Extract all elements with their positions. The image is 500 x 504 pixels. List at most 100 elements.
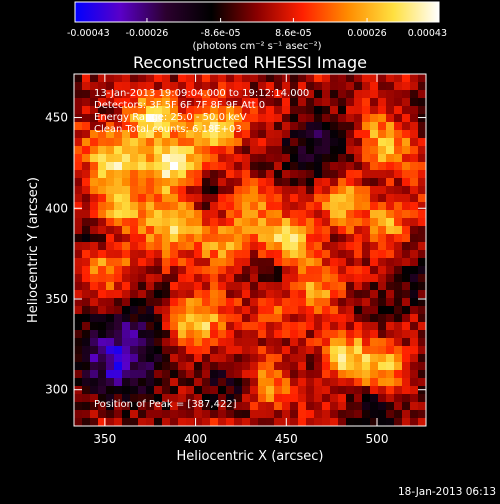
heatmap-cell — [338, 242, 347, 251]
heatmap-cell — [130, 106, 139, 115]
heatmap-cell — [378, 306, 387, 315]
heatmap-cell — [282, 90, 291, 99]
heatmap-cell — [242, 210, 251, 219]
y-tick-label: 400 — [45, 201, 68, 215]
heatmap-cell — [178, 314, 187, 323]
heatmap-cell — [330, 250, 339, 259]
heatmap-cell — [130, 242, 139, 251]
heatmap-cell — [346, 386, 355, 395]
heatmap-cell — [194, 130, 203, 139]
heatmap-cell — [154, 218, 163, 227]
heatmap-cell — [226, 170, 235, 179]
heatmap-cell — [322, 410, 331, 419]
heatmap-cell — [410, 250, 419, 259]
heatmap-cell — [378, 338, 387, 347]
heatmap-cell — [122, 338, 131, 347]
heatmap-cell — [90, 306, 99, 315]
heatmap-cell — [218, 106, 227, 115]
heatmap-cell — [186, 138, 195, 147]
heatmap-cell — [370, 82, 379, 91]
heatmap-cell — [322, 218, 331, 227]
heatmap-cell — [378, 106, 387, 115]
heatmap-cell — [250, 210, 259, 219]
heatmap-cell — [386, 122, 395, 131]
heatmap-cell — [394, 402, 403, 411]
heatmap-cell — [362, 154, 371, 163]
heatmap-cell — [266, 322, 275, 331]
heatmap-cell — [242, 90, 251, 99]
heatmap-cell — [258, 210, 267, 219]
heatmap-cell — [410, 338, 419, 347]
heatmap-cell — [90, 330, 99, 339]
heatmap-cell — [258, 274, 267, 283]
heatmap-cell — [194, 370, 203, 379]
heatmap-cell — [258, 130, 267, 139]
heatmap-cell — [322, 394, 331, 403]
heatmap-cell — [74, 314, 83, 323]
heatmap-cell — [314, 274, 323, 283]
heatmap-cell — [114, 258, 123, 267]
heatmap-cell — [386, 282, 395, 291]
heatmap-cell — [202, 330, 211, 339]
heatmap-cell — [90, 394, 99, 403]
heatmap-cell — [130, 74, 139, 83]
heatmap-cell — [210, 74, 219, 83]
heatmap-cell — [370, 290, 379, 299]
heatmap-cell — [362, 330, 371, 339]
heatmap-cell — [274, 178, 283, 187]
heatmap-cell — [146, 290, 155, 299]
heatmap-cell — [282, 370, 291, 379]
heatmap-cell — [218, 330, 227, 339]
heatmap-cell — [410, 402, 419, 411]
heatmap-cell — [402, 178, 411, 187]
heatmap-cell — [266, 138, 275, 147]
heatmap-cell — [370, 362, 379, 371]
heatmap-cell — [74, 186, 83, 195]
heatmap-cell — [418, 106, 426, 115]
heatmap-cell — [306, 114, 315, 123]
heatmap-cell — [338, 274, 347, 283]
heatmap-cell — [146, 250, 155, 259]
heatmap-cell — [82, 362, 91, 371]
heatmap-cell — [226, 74, 235, 83]
heatmap-cell — [306, 306, 315, 315]
heatmap-cell — [282, 194, 291, 203]
heatmap-cell — [186, 186, 195, 195]
heatmap-cell — [114, 250, 123, 259]
heatmap-cell — [370, 266, 379, 275]
heatmap-cell — [242, 410, 251, 419]
heatmap-cell — [322, 202, 331, 211]
heatmap-cell — [298, 266, 307, 275]
heatmap-cell — [250, 306, 259, 315]
heatmap-cell — [98, 210, 107, 219]
heatmap-cell — [226, 298, 235, 307]
heatmap-cell — [314, 306, 323, 315]
heatmap-cell — [378, 322, 387, 331]
heatmap-cell — [394, 138, 403, 147]
heatmap-cell — [122, 394, 131, 403]
heatmap-cell — [194, 186, 203, 195]
heatmap-cell — [90, 138, 99, 147]
heatmap-cell — [394, 154, 403, 163]
heatmap-cell — [122, 202, 131, 211]
heatmap-cell — [226, 314, 235, 323]
heatmap-cell — [402, 418, 411, 426]
heatmap-cell — [258, 370, 267, 379]
heatmap-cell — [170, 418, 179, 426]
heatmap-cell — [394, 410, 403, 419]
heatmap-cell — [314, 330, 323, 339]
heatmap-cell — [378, 210, 387, 219]
heatmap-cell — [162, 258, 171, 267]
heatmap-cell — [162, 226, 171, 235]
heatmap-cell — [322, 266, 331, 275]
heatmap-cell — [90, 402, 99, 411]
heatmap-cell — [330, 162, 339, 171]
heatmap-cell — [234, 402, 243, 411]
heatmap-cell — [418, 218, 426, 227]
heatmap-cell — [410, 226, 419, 235]
heatmap-cell — [146, 282, 155, 291]
heatmap-cell — [314, 258, 323, 267]
heatmap-cell — [362, 314, 371, 323]
heatmap-cell — [138, 218, 147, 227]
heatmap-cell — [226, 354, 235, 363]
